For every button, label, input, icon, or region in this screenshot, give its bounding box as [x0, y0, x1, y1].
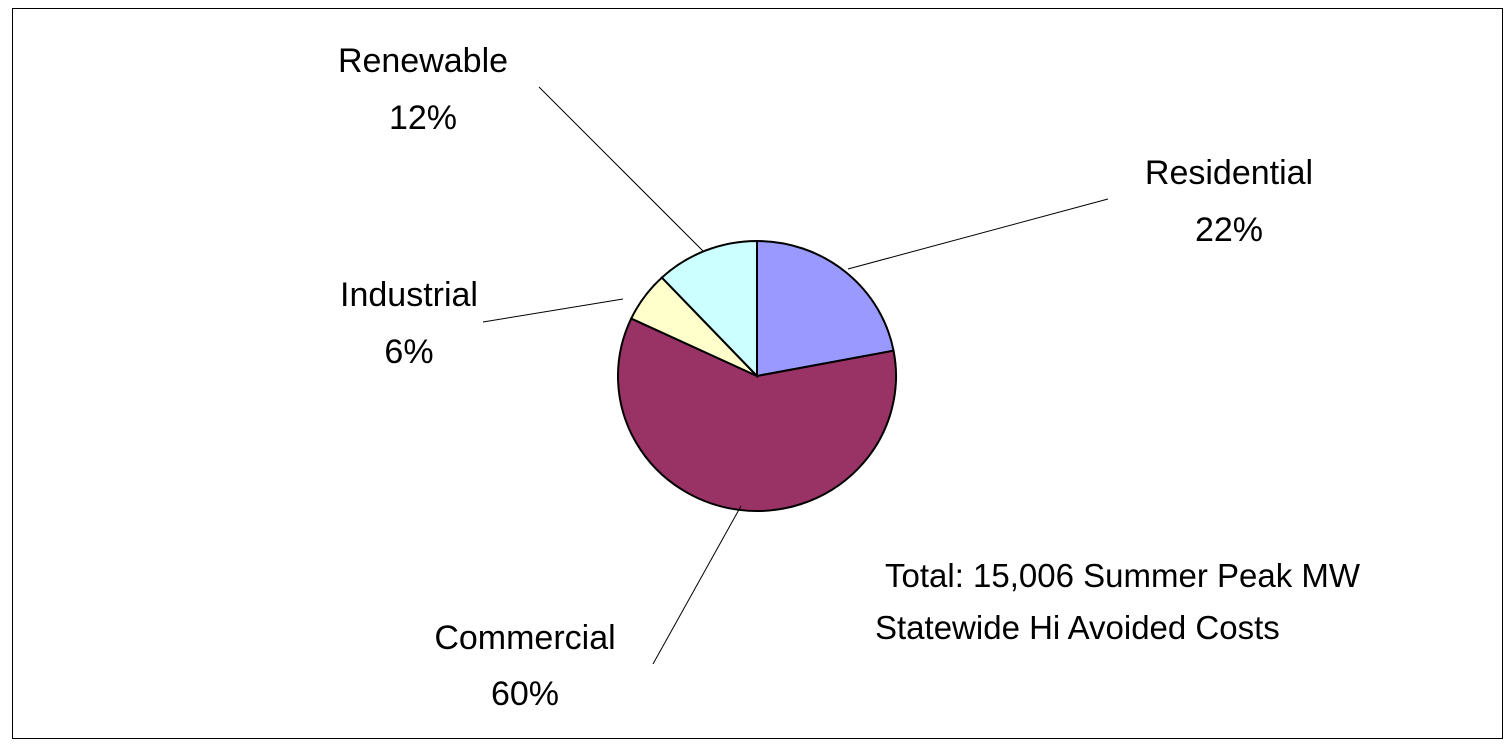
- chart-area: Residential 22% Commercial 60% Industrial 6% R…: [12, 8, 1503, 739]
- slice-value-commercial: 60%: [491, 675, 559, 713]
- slice-value-renewable: 12%: [389, 99, 457, 137]
- leader-line-industrial: [482, 298, 624, 323]
- slice-label-commercial: Commercial: [434, 619, 615, 657]
- leader-line-residential: [847, 198, 1109, 270]
- annotations: Total: 15,006 Summer Peak MW Statewide H…: [875, 557, 1361, 646]
- slices: [617, 239, 897, 512]
- slice-value-industrial: 6%: [384, 333, 433, 371]
- pie-chart: Residential 22% Commercial 60% Industrial 6% R…: [338, 42, 1361, 713]
- slice-label-industrial: Industrial: [340, 276, 478, 314]
- slice-value-residential: 22%: [1195, 211, 1263, 249]
- annotation-total: Total: 15,006 Summer Peak MW: [885, 557, 1361, 594]
- slice-commercial: [617, 317, 897, 512]
- leader-lines: [482, 86, 1109, 665]
- slice-renewable: [660, 239, 758, 379]
- leader-line-commercial: [652, 505, 742, 665]
- slice-label-residential: Residential: [1145, 154, 1313, 192]
- leader-line-renewable: [538, 86, 704, 252]
- slice-residential: [756, 239, 895, 378]
- slice-label-renewable: Renewable: [338, 42, 508, 80]
- slice-labels: Residential 22% Commercial 60% Industrial 6% R…: [338, 42, 1313, 713]
- annotation-subtitle: Statewide Hi Avoided Costs: [875, 609, 1280, 646]
